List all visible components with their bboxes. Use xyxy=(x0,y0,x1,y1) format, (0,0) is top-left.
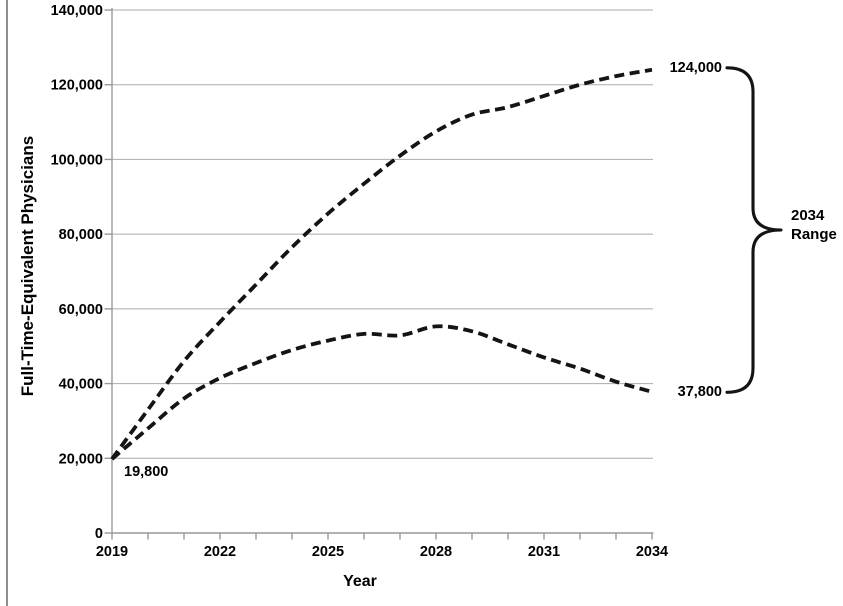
x-tick-label: 2034 xyxy=(636,544,668,560)
x-tick-label: 2025 xyxy=(312,544,344,560)
x-tick-label: 2019 xyxy=(96,544,128,560)
y-tick-label: 120,000 xyxy=(51,78,103,94)
y-tick-label: 0 xyxy=(95,526,103,542)
x-tick-label: 2031 xyxy=(528,544,560,560)
y-tick-label: 80,000 xyxy=(59,227,103,243)
series-high-projection-line xyxy=(110,67,653,461)
tick-marks xyxy=(104,9,653,540)
range-brace-label-word: Range xyxy=(791,226,837,243)
x-tick-label: 2028 xyxy=(420,544,452,560)
annotation-low-end-value: 37,800 xyxy=(677,384,722,400)
y-tick-label: 60,000 xyxy=(59,302,103,318)
y-tick-label: 40,000 xyxy=(59,377,103,393)
series-low-projection-line xyxy=(110,324,653,461)
page-left-border xyxy=(6,0,8,606)
range-brace-label-year: 2034 xyxy=(791,207,825,224)
y-tick-label: 20,000 xyxy=(59,451,103,467)
gridlines xyxy=(112,9,653,459)
x-tick-label: 2022 xyxy=(204,544,236,560)
y-axis-title: Full-Time-Equivalent Physicians xyxy=(18,135,37,397)
range-brace xyxy=(725,66,783,394)
tick-labels: 0 20,000 40,000 60,000 80,000 100,000 120,000 1… xyxy=(51,3,669,560)
annotation-high-end-value: 124,000 xyxy=(669,60,722,76)
range-brace-label: 2034 Range xyxy=(791,206,837,244)
y-tick-label: 100,000 xyxy=(51,152,103,168)
axes xyxy=(111,8,654,534)
x-axis-title: Year xyxy=(343,573,377,590)
y-tick-label: 140,000 xyxy=(51,3,103,19)
annotation-start-value: 19,800 xyxy=(124,464,169,480)
